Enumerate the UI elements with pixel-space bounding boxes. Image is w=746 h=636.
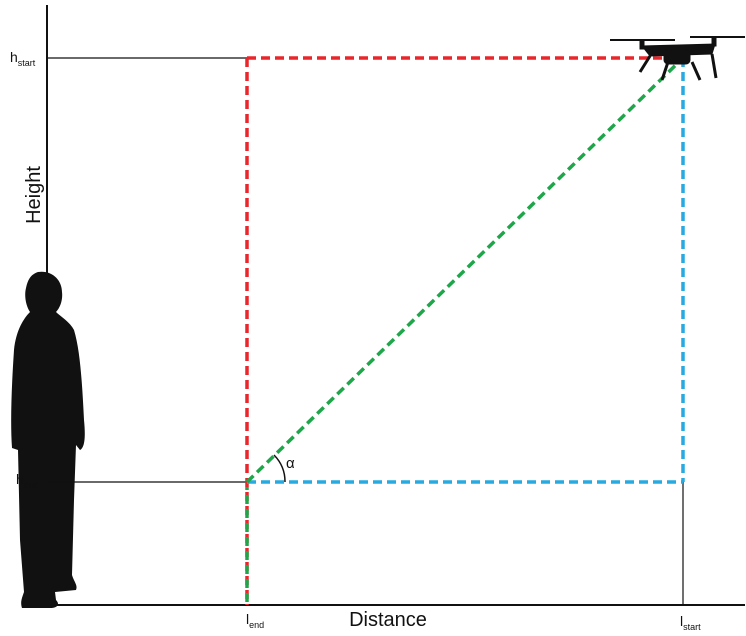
l-end-label: lend <box>246 611 264 630</box>
label-base: h <box>10 49 18 65</box>
label-sub: start <box>683 622 701 632</box>
l-start-label: lstart <box>680 613 701 632</box>
label-sub: start <box>18 58 36 68</box>
diagram: Height Distance hstart hend lend lstart … <box>0 0 746 636</box>
x-axis-label: Distance <box>349 609 427 631</box>
green-dashed-line <box>247 58 683 482</box>
h-start-label: hstart <box>10 49 36 68</box>
y-axis-label: Height <box>23 166 45 224</box>
label-base: h <box>16 471 24 487</box>
angle-arc <box>274 455 285 482</box>
angle-label: α <box>286 455 295 472</box>
label-sub: end <box>24 480 39 490</box>
label-sub: end <box>249 620 264 630</box>
